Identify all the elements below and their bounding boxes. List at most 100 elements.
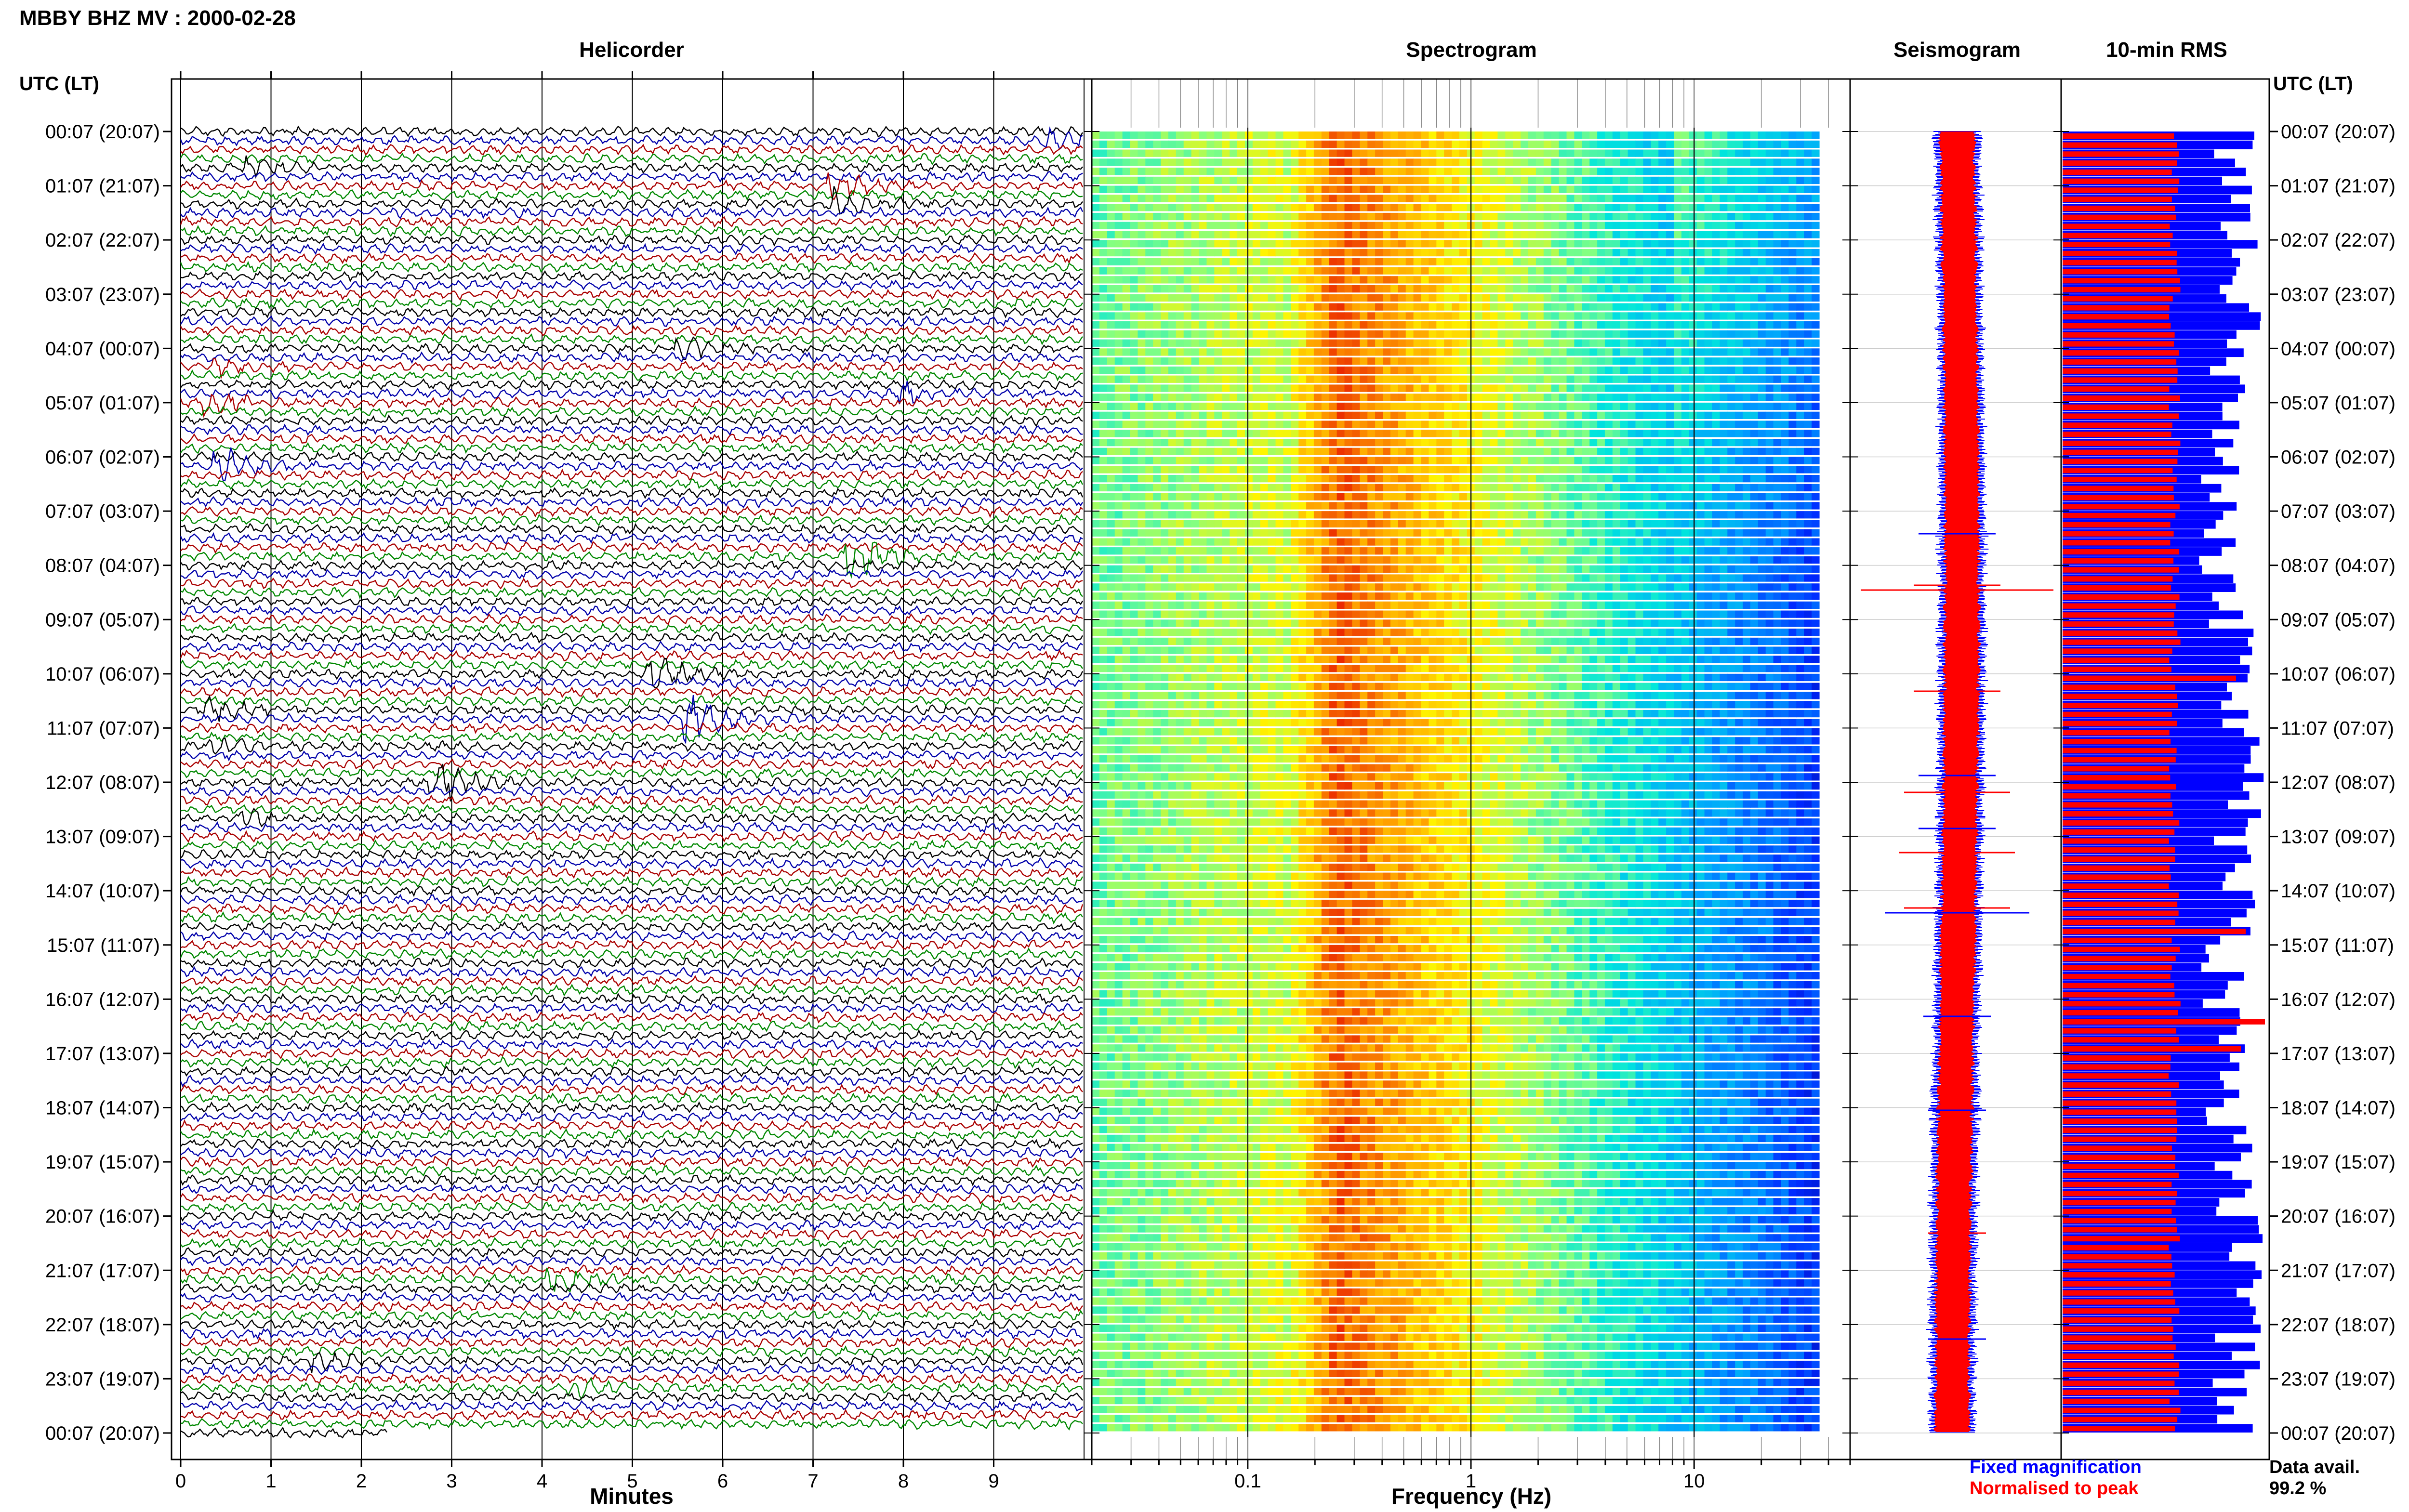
helicorder-trace <box>180 1267 1084 1293</box>
spectrogram-row <box>1092 1170 1820 1179</box>
helicorder-trace <box>180 568 1084 580</box>
spectrogram-row <box>1092 927 1820 934</box>
helicorder-trace <box>180 938 1083 950</box>
rms-bar-normalised <box>2063 540 2171 546</box>
rms-bar-normalised <box>2063 784 2176 790</box>
helicorder-trace <box>180 785 1083 798</box>
rms-bar-normalised <box>2063 142 2177 148</box>
helicorder-trace <box>180 1328 1083 1340</box>
spectrogram-row <box>1092 899 1820 907</box>
helicorder-trace <box>180 1074 1083 1087</box>
time-label-left: 22:07 (18:07) <box>45 1315 160 1336</box>
rms-bar-normalised <box>2063 287 2181 292</box>
rms-bar-normalised <box>2063 666 2171 672</box>
spectrogram-row <box>1092 1396 1820 1405</box>
helicorder-trace <box>180 803 1083 815</box>
spectrogram-row <box>1092 800 1820 808</box>
spectrogram-row <box>1092 276 1820 284</box>
rms-bar-normalised <box>2063 1082 2179 1088</box>
helicorder-trace <box>180 1255 1083 1268</box>
spectrogram-row <box>1092 285 1820 293</box>
minute-tick-label: 1 <box>265 1471 276 1492</box>
time-label-right: 01:07 (21:07) <box>2281 176 2396 197</box>
seismogram-title: Seismogram <box>1893 38 2021 62</box>
spectrogram-row <box>1092 1297 1820 1305</box>
helicorder-trace <box>180 125 1084 138</box>
time-label-left: 20:07 (16:07) <box>45 1206 160 1227</box>
time-label-right: 19:07 (15:07) <box>2281 1152 2396 1173</box>
time-label-left: 21:07 (17:07) <box>45 1260 160 1281</box>
rms-bar-normalised <box>2063 1073 2169 1079</box>
rms-bar-normalised <box>2063 314 2169 320</box>
time-label-right: 00:07 (20:07) <box>2281 121 2396 143</box>
spectrogram-row <box>1092 1379 1820 1386</box>
rms-bar-normalised <box>2063 504 2180 510</box>
spectrogram-row <box>1092 845 1820 853</box>
rms-bar-normalised <box>2063 802 2172 808</box>
spectrogram-row <box>1092 447 1820 455</box>
helicorder-trace <box>180 513 1083 526</box>
helicorder-trace <box>180 270 1083 283</box>
spectrogram-row <box>1092 710 1820 718</box>
minute-tick-label: 2 <box>356 1471 367 1492</box>
spectrogram-row <box>1092 719 1820 726</box>
helicorder-trace <box>180 171 1083 183</box>
time-label-right: 08:07 (04:07) <box>2281 555 2396 577</box>
spectrogram-row <box>1092 384 1820 392</box>
spectrogram-row <box>1092 1270 1820 1278</box>
rms-bar-normalised <box>2063 657 2170 663</box>
spectrogram-row <box>1092 475 1820 483</box>
spectrogram-row <box>1092 1333 1820 1341</box>
helicorder-trace <box>180 261 1083 273</box>
rms-bar-normalised <box>2063 187 2178 193</box>
rms-bar-normalised <box>2063 766 2170 772</box>
rms-bar-normalised <box>2063 594 2180 600</box>
rms-bar-normalised <box>2063 892 2179 898</box>
rms-bar-normalised <box>2063 1308 2180 1314</box>
time-label-right: 09:07 (05:07) <box>2281 609 2396 631</box>
spectrogram-row <box>1092 231 1820 238</box>
rms-bar-normalised <box>2063 1227 2177 1233</box>
rms-bar-normalised-peak <box>2063 1046 2241 1052</box>
spectrogram-row <box>1092 1026 1820 1034</box>
rms-bar-normalised <box>2063 1136 2177 1142</box>
rms-bar-normalised <box>2063 992 2175 998</box>
helicorder-trace <box>180 767 1083 779</box>
rms-bar-normalised <box>2063 1290 2173 1296</box>
time-label-left: 13:07 (09:07) <box>45 827 160 848</box>
helicorder-trace <box>180 1318 1083 1331</box>
helicorder-trace <box>180 830 1083 843</box>
spectrogram-row <box>1092 249 1820 257</box>
spectrogram-row <box>1092 665 1820 672</box>
spectrogram-row <box>1092 954 1820 961</box>
rms-bar-normalised <box>2063 269 2178 275</box>
helicorder-trace <box>180 433 1083 446</box>
helicorder-trace <box>180 306 1083 319</box>
spectrogram-row <box>1092 737 1820 745</box>
time-label-right: 14:07 (10:07) <box>2281 881 2396 902</box>
helicorder-trace <box>180 1399 1083 1412</box>
rms-bar-normalised <box>2063 847 2175 853</box>
rms-bar-normalised <box>2063 838 2169 844</box>
spectrogram-row <box>1092 1207 1820 1215</box>
rms-bar-normalised <box>2063 468 2173 473</box>
rms-bar-normalised <box>2063 883 2169 889</box>
rms-bar-normalised <box>2063 341 2174 347</box>
helicorder-trace <box>180 336 1083 360</box>
helicorder-trace <box>180 722 1083 735</box>
rms-bar-normalised <box>2063 1172 2179 1178</box>
spectrogram-title: Spectrogram <box>1406 38 1536 62</box>
helicorder-trace <box>180 288 1083 301</box>
rms-bar-normalised <box>2063 531 2174 537</box>
rms-bar-normalised <box>2063 856 2175 862</box>
rms-bar-normalised <box>2063 513 2176 519</box>
rms-bar-normalised <box>2063 1362 2180 1368</box>
rms-bar-normalised-peak <box>2063 929 2246 934</box>
helicorder-trace <box>180 1426 387 1439</box>
spectrogram-row <box>1092 411 1820 419</box>
helicorder-trace <box>180 695 1083 707</box>
rms-bar-normalised <box>2063 549 2180 555</box>
rms-bar-normalised <box>2063 440 2181 446</box>
spectrogram-row <box>1092 1144 1820 1151</box>
time-label-left: 03:07 (23:07) <box>45 284 160 305</box>
